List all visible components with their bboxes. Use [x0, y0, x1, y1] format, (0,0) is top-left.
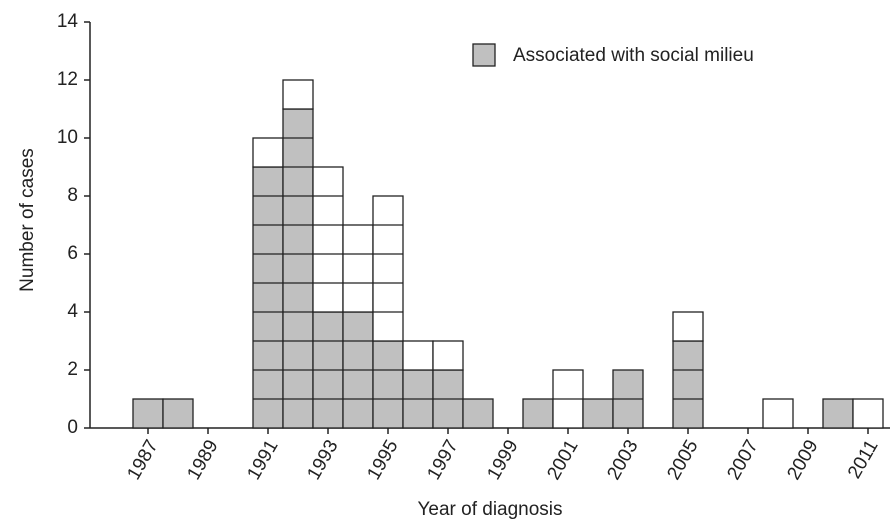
- x-tick-label: 2005: [663, 437, 702, 484]
- x-tick-label: 2009: [783, 437, 822, 484]
- y-tick-label: 2: [67, 359, 78, 380]
- bar-segment: [522, 398, 554, 429]
- bar-segment: [312, 166, 344, 313]
- x-tick-label: 2007: [723, 437, 762, 484]
- bar-segment: [252, 137, 284, 168]
- bar-segment: [372, 340, 404, 429]
- bar-segment: [162, 398, 194, 429]
- y-axis-title: Number of cases: [17, 148, 38, 292]
- bar-segment: [672, 340, 704, 429]
- y-tick-label: 14: [57, 11, 79, 32]
- x-tick-label: 2011: [844, 437, 883, 483]
- x-tick-label: 1989: [183, 437, 222, 484]
- bar-segment: [852, 398, 884, 429]
- y-tick-label: 10: [57, 127, 78, 148]
- x-tick-label: 1993: [303, 437, 342, 484]
- bar-segment: [282, 108, 314, 429]
- x-tick-label: 1997: [423, 437, 462, 484]
- bar-segment: [252, 166, 284, 429]
- bar-segment: [132, 398, 164, 429]
- y-tick-label: 6: [67, 243, 78, 264]
- bar-segment: [432, 340, 464, 371]
- y-tick-label: 0: [67, 417, 78, 438]
- y-tick-label: 8: [67, 185, 78, 206]
- bar-segment: [402, 340, 434, 371]
- x-axis-title: Year of diagnosis: [417, 499, 562, 520]
- y-tick-label: 12: [57, 69, 78, 90]
- x-tick-label: 1987: [123, 437, 162, 484]
- bar-segment: [582, 398, 614, 429]
- legend-label: Associated with social milieu: [513, 45, 754, 66]
- bar-segment: [462, 398, 494, 429]
- x-tick-label: 1999: [483, 437, 522, 484]
- y-tick-label: 4: [67, 301, 78, 322]
- x-tick-label: 1991: [243, 437, 282, 484]
- x-tick-label: 2003: [603, 437, 642, 484]
- bar-segment: [672, 311, 704, 342]
- legend-swatch: [472, 43, 496, 67]
- bar-segment: [762, 398, 794, 429]
- x-tick-label: 1995: [363, 437, 402, 484]
- bar-segment: [282, 79, 314, 110]
- bar-segment: [342, 224, 374, 313]
- bar-segment: [372, 195, 404, 342]
- x-tick-label: 2001: [543, 437, 582, 484]
- bar-segment: [822, 398, 854, 429]
